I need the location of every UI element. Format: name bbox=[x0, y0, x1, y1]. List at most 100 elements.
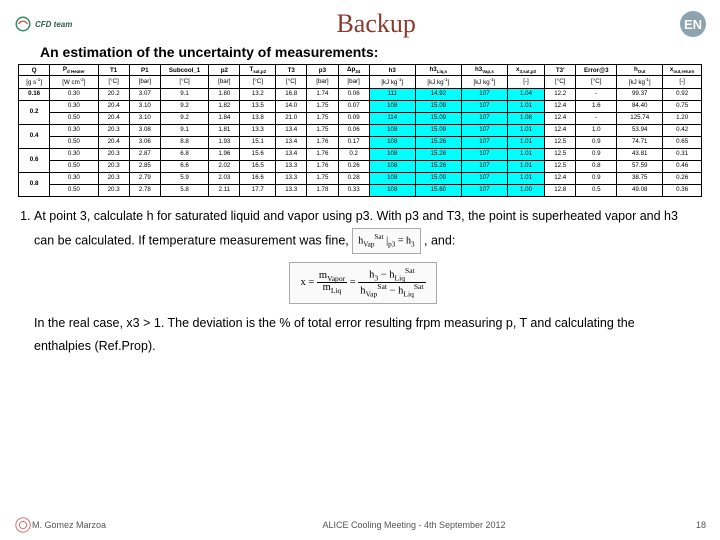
col-head: Subcool_1 bbox=[160, 65, 208, 76]
cell: 0.06 bbox=[338, 124, 369, 136]
col-head: h3 bbox=[369, 65, 415, 76]
cell: 2.02 bbox=[209, 160, 240, 172]
cell: 13.3 bbox=[276, 160, 307, 172]
col-unit: [°C] bbox=[276, 76, 307, 88]
cell: - bbox=[576, 88, 617, 100]
col-head: h3Liq,s bbox=[415, 65, 461, 76]
cell: 108 bbox=[369, 124, 415, 136]
col-head: P1 bbox=[129, 65, 160, 76]
row-group-head: 0.8 bbox=[19, 172, 50, 196]
cell: 13.2 bbox=[240, 88, 276, 100]
table-row: 0.40.3020.33.089.11.8113.313.41.750.0610… bbox=[19, 124, 702, 136]
col-unit: [°C] bbox=[240, 76, 276, 88]
cell: 0.06 bbox=[338, 88, 369, 100]
cell: 107 bbox=[461, 148, 507, 160]
cell: 0.9 bbox=[576, 136, 617, 148]
cell: 0.65 bbox=[663, 136, 702, 148]
cell: 12.4 bbox=[545, 100, 576, 112]
col-head: h3Vap,s bbox=[461, 65, 507, 76]
cell: 57.59 bbox=[617, 160, 663, 172]
cell: 1.75 bbox=[307, 172, 338, 184]
cell: 107 bbox=[461, 88, 507, 100]
cell: 0.46 bbox=[663, 160, 702, 172]
cell: 15.26 bbox=[415, 148, 461, 160]
cell: 13.5 bbox=[240, 100, 276, 112]
cell: 16.6 bbox=[240, 172, 276, 184]
cell: 1.01 bbox=[507, 124, 544, 136]
cell: 1.74 bbox=[307, 88, 338, 100]
col-head: x3,sat,p3 bbox=[507, 65, 544, 76]
cell: 2.11 bbox=[209, 184, 240, 196]
body-text: At point 3, calculate h for saturated li… bbox=[18, 205, 692, 358]
cell: 13.3 bbox=[276, 184, 307, 196]
cell: 0.50 bbox=[50, 136, 98, 148]
cell: 0.36 bbox=[663, 184, 702, 196]
cell: 0.17 bbox=[338, 136, 369, 148]
col-unit: [°C] bbox=[160, 76, 208, 88]
cell: 0.30 bbox=[50, 88, 98, 100]
cell: 20.3 bbox=[98, 160, 129, 172]
cell: 0.5 bbox=[576, 184, 617, 196]
li1-para2: In the real case, x3 > 1. The deviation … bbox=[34, 316, 635, 353]
table-row: 0.20.3020.43.109.21.8213.514.01.750.0710… bbox=[19, 100, 702, 112]
cell: 3.06 bbox=[129, 136, 160, 148]
row-group-head: 0.6 bbox=[19, 148, 50, 172]
cell: 107 bbox=[461, 136, 507, 148]
col-unit: [kJ kg-1] bbox=[617, 76, 663, 88]
col-head: hOut bbox=[617, 65, 663, 76]
cell: 2.78 bbox=[129, 184, 160, 196]
cell: 16.8 bbox=[276, 88, 307, 100]
cell: 0.30 bbox=[50, 148, 98, 160]
cell: 20.2 bbox=[98, 88, 129, 100]
col-unit: [kJ kg-1] bbox=[369, 76, 415, 88]
cell: 3.10 bbox=[129, 112, 160, 124]
cell: 3.07 bbox=[129, 88, 160, 100]
col-head: Δp34 bbox=[338, 65, 369, 76]
cell: 53.94 bbox=[617, 124, 663, 136]
cell: 15.60 bbox=[415, 184, 461, 196]
list-item-1: At point 3, calculate h for saturated li… bbox=[34, 205, 692, 358]
cell: 0.75 bbox=[663, 100, 702, 112]
col-head: p2 bbox=[209, 65, 240, 76]
col-head: T3 bbox=[276, 65, 307, 76]
cell: 99.37 bbox=[617, 88, 663, 100]
cell: 2.79 bbox=[129, 172, 160, 184]
cell: 12.2 bbox=[545, 88, 576, 100]
cell: 38.75 bbox=[617, 172, 663, 184]
table-row: 0.160.3020.23.079.11.8013.216.81.740.061… bbox=[19, 88, 702, 100]
footer: M. Gomez Marzoa ALICE Cooling Meeting - … bbox=[0, 516, 720, 534]
cell: 111 bbox=[369, 88, 415, 100]
col-unit: [bar] bbox=[307, 76, 338, 88]
cell: 0.42 bbox=[663, 124, 702, 136]
cell: 0.50 bbox=[50, 112, 98, 124]
cell: 1.81 bbox=[209, 124, 240, 136]
cell: 13.8 bbox=[240, 112, 276, 124]
cell: 1.01 bbox=[507, 148, 544, 160]
header: CFD team Backup EN bbox=[14, 6, 706, 42]
cell: 107 bbox=[461, 184, 507, 196]
cell: 0.50 bbox=[50, 184, 98, 196]
cell: 3.08 bbox=[129, 124, 160, 136]
en-badge: EN bbox=[680, 11, 706, 37]
cell: 15.09 bbox=[415, 124, 461, 136]
equation-inline: hVapSat |p3 = h3 bbox=[352, 228, 420, 255]
cell: 15.6 bbox=[240, 148, 276, 160]
cell: 107 bbox=[461, 124, 507, 136]
cell: 84.40 bbox=[617, 100, 663, 112]
cell: 14.0 bbox=[276, 100, 307, 112]
cell: 20.3 bbox=[98, 184, 129, 196]
cell: 108 bbox=[369, 148, 415, 160]
cell: 0.28 bbox=[338, 172, 369, 184]
col-unit: [bar] bbox=[338, 76, 369, 88]
cell: 2.03 bbox=[209, 172, 240, 184]
cell: 108 bbox=[369, 100, 415, 112]
cell: 1.82 bbox=[209, 100, 240, 112]
cell: 12.5 bbox=[545, 160, 576, 172]
cell: 114 bbox=[369, 112, 415, 124]
cell: 1.78 bbox=[307, 184, 338, 196]
cell: 0.92 bbox=[663, 88, 702, 100]
cell: 8.8 bbox=[160, 136, 208, 148]
cell: 0.07 bbox=[338, 100, 369, 112]
cell: 13.4 bbox=[276, 124, 307, 136]
cell: 20.4 bbox=[98, 136, 129, 148]
